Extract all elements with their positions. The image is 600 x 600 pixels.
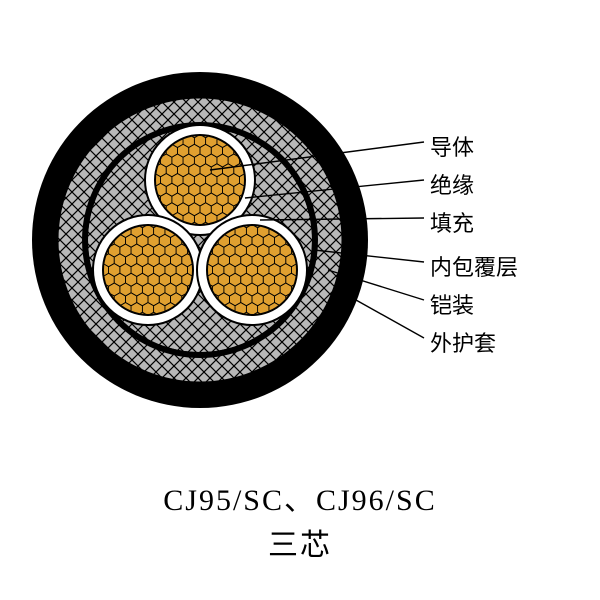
caption-cores: 三芯 <box>0 520 600 564</box>
cable-diagram <box>0 0 600 450</box>
caption-model: CJ95/SC、CJ96/SC <box>0 475 600 519</box>
label-conductor: 导体 <box>430 130 474 162</box>
label-sheath: 外护套 <box>430 326 496 358</box>
label-filler: 填充 <box>430 206 474 238</box>
label-armour: 铠装 <box>430 288 474 320</box>
leader-line <box>356 300 424 338</box>
cable-svg <box>0 0 600 450</box>
label-insulation: 绝缘 <box>430 168 474 200</box>
label-inner_cov: 内包覆层 <box>430 250 518 282</box>
